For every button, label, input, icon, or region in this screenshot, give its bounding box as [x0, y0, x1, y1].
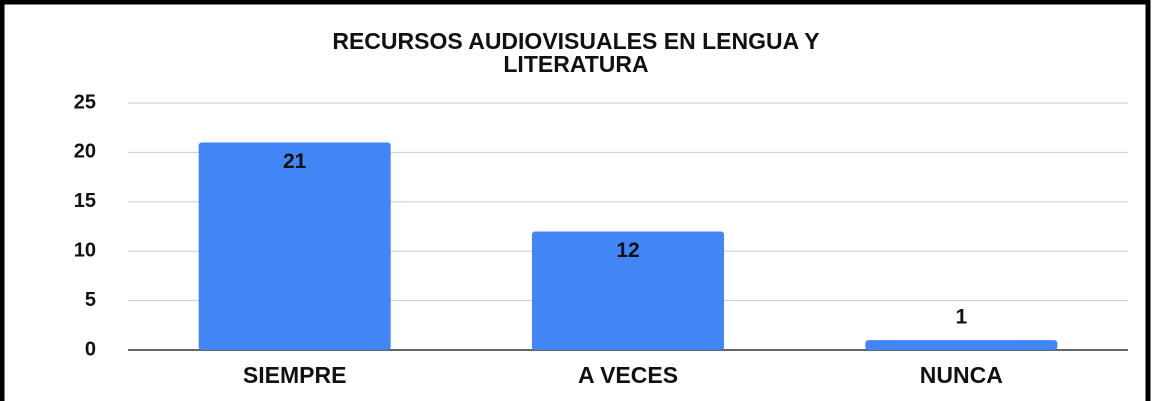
data-label: 1	[955, 306, 967, 329]
bar	[532, 231, 724, 350]
y-tick-label: 15	[74, 190, 96, 212]
bar	[198, 142, 391, 350]
data-label: 12	[616, 239, 639, 262]
y-tick-label: 10	[74, 239, 96, 261]
y-tick-label: 20	[74, 141, 96, 163]
x-tick-label: NUNCA	[920, 362, 1003, 388]
y-tick-label: 0	[85, 338, 96, 360]
chart-title: RECURSOS AUDIOVISUALES EN LENGUA Y LITER…	[332, 28, 820, 77]
y-tick-label: 5	[85, 289, 96, 311]
x-tick-label: SIEMPRE	[243, 362, 347, 388]
y-tick-label: 25	[74, 91, 96, 113]
data-label: 21	[283, 150, 307, 173]
x-tick-label: A VECES	[578, 362, 678, 388]
bar	[865, 340, 1058, 350]
